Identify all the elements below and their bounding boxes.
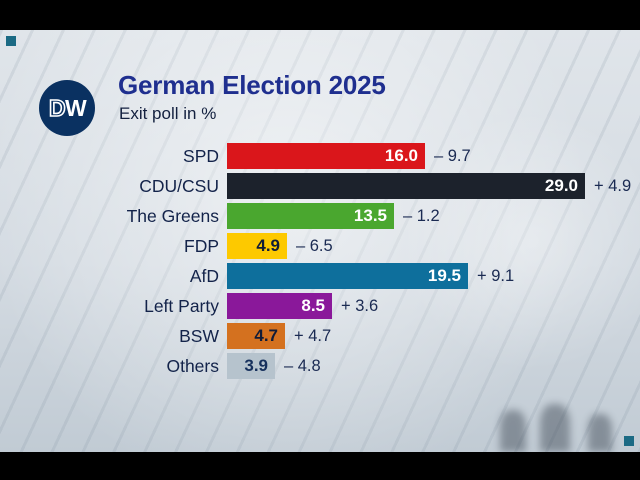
category-label: SPD [183, 145, 219, 166]
change-label: – 1.2 [403, 206, 440, 225]
value-bar: 13.5 [227, 203, 394, 229]
change-label: – 9.7 [434, 146, 471, 165]
category-label: Others [166, 355, 219, 376]
value-bar: 8.5 [227, 293, 332, 319]
dw-logo: D W [39, 80, 95, 141]
value-label: 16.0 [384, 146, 418, 165]
chart-row: FDP 4.9 – 6.5 [0, 233, 640, 259]
bar-area: 4.9 – 6.5 [227, 233, 333, 259]
value-label: 3.9 [244, 356, 268, 375]
change-label: – 4.8 [284, 356, 321, 375]
value-label: 19.5 [427, 266, 461, 285]
chart-row: BSW 4.7 + 4.7 [0, 323, 640, 349]
value-bar: 16.0 [227, 143, 425, 169]
dw-logo-letter-w: W [65, 95, 87, 121]
chart-row: The Greens 13.5 – 1.2 [0, 203, 640, 229]
value-bar: 4.9 [227, 233, 287, 259]
bar-area: 4.7 + 4.7 [227, 323, 331, 349]
category-label: The Greens [126, 205, 219, 226]
value-label: 13.5 [353, 206, 387, 225]
value-label: 4.7 [254, 326, 278, 345]
person-silhouette [588, 414, 612, 452]
decor-square-topleft [6, 36, 16, 46]
category-label: FDP [184, 235, 219, 256]
background-reichstag-image [0, 30, 640, 452]
change-label: – 6.5 [296, 236, 333, 255]
change-label: + 3.6 [341, 296, 379, 315]
change-label: + 4.9 [594, 176, 632, 195]
dw-logo-letter-d: D [49, 95, 66, 121]
bar-area: 3.9 – 4.8 [227, 353, 321, 379]
chart-row: AfD 19.5 + 9.1 [0, 263, 640, 289]
value-bar: 29.0 [227, 173, 585, 199]
chart-row: Left Party 8.5 + 3.6 [0, 293, 640, 319]
category-label: CDU/CSU [139, 175, 219, 196]
dw-logo-icon: D W [39, 80, 95, 136]
person-silhouette [500, 410, 526, 452]
bar-chart: SPD 16.0 – 9.7 CDU/CSU 29.0 + 4.9 The Greens 13… [0, 143, 640, 379]
bar-area: 19.5 + 9.1 [227, 263, 514, 289]
chart-subtitle: Exit poll in % [119, 104, 217, 123]
bar-area: 29.0 + 4.9 [227, 173, 631, 199]
bar-area: 16.0 – 9.7 [227, 143, 471, 169]
change-label: + 9.1 [477, 266, 515, 285]
category-label: BSW [179, 325, 219, 346]
value-bar: 3.9 [227, 353, 275, 379]
bar-area: 13.5 – 1.2 [227, 203, 440, 229]
page-title: German Election 2025 [118, 70, 386, 100]
value-bar: 4.7 [227, 323, 285, 349]
chart-row: Others 3.9 – 4.8 [0, 353, 640, 379]
letterbox-bottom [0, 452, 640, 480]
decor-square-bottomright [624, 436, 634, 446]
person-silhouette [540, 404, 570, 452]
chart-row: CDU/CSU 29.0 + 4.9 [0, 173, 640, 199]
chart-row: SPD 16.0 – 9.7 [0, 143, 640, 169]
bar-area: 8.5 + 3.6 [227, 293, 378, 319]
letterbox-top [0, 0, 640, 30]
value-label: 29.0 [544, 176, 578, 195]
category-label: Left Party [144, 295, 219, 316]
value-label: 8.5 [301, 296, 325, 315]
value-label: 4.9 [256, 236, 280, 255]
value-bar: 19.5 [227, 263, 468, 289]
change-label: + 4.7 [294, 326, 332, 345]
category-label: AfD [189, 265, 219, 286]
